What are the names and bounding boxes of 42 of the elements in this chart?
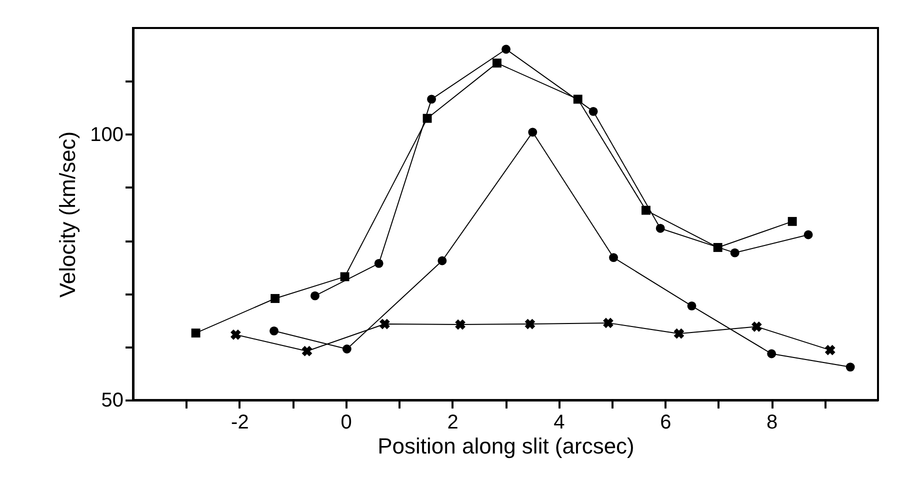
point — [191, 328, 200, 338]
point — [524, 318, 536, 330]
x-tick-label: 8 — [766, 412, 778, 434]
point — [846, 362, 855, 372]
x-tick-label: 6 — [660, 412, 672, 434]
point — [270, 294, 280, 303]
x-tick-label: 0 — [340, 412, 352, 434]
point — [230, 329, 241, 340]
point — [502, 44, 511, 54]
point — [642, 206, 650, 215]
point — [713, 243, 722, 252]
point — [528, 128, 538, 137]
point — [588, 106, 598, 116]
point — [270, 326, 278, 336]
point — [340, 272, 350, 282]
point — [455, 319, 466, 330]
point — [302, 346, 312, 356]
point — [687, 301, 696, 310]
point — [342, 344, 352, 354]
point — [788, 216, 797, 226]
y-axis-title: Velocity (km/sec) — [55, 131, 80, 298]
x-tick-label: 2 — [447, 412, 458, 434]
point — [674, 328, 684, 339]
point — [656, 224, 665, 233]
point — [730, 248, 740, 258]
point — [492, 58, 502, 68]
point — [804, 230, 813, 240]
point — [380, 318, 390, 330]
point — [767, 349, 776, 358]
point — [609, 253, 618, 262]
y-tick-label: 50 — [101, 390, 124, 412]
point — [603, 318, 614, 328]
x-tick-label: 4 — [554, 412, 565, 434]
point — [374, 258, 384, 268]
point — [310, 291, 320, 300]
point — [427, 94, 436, 104]
point — [751, 321, 762, 332]
point — [438, 256, 447, 266]
x-tick-label: -2 — [231, 412, 249, 434]
y-tick-label: 100 — [90, 124, 124, 146]
point — [824, 344, 836, 356]
x-axis-title: Position along slit (arcsec) — [378, 434, 634, 458]
